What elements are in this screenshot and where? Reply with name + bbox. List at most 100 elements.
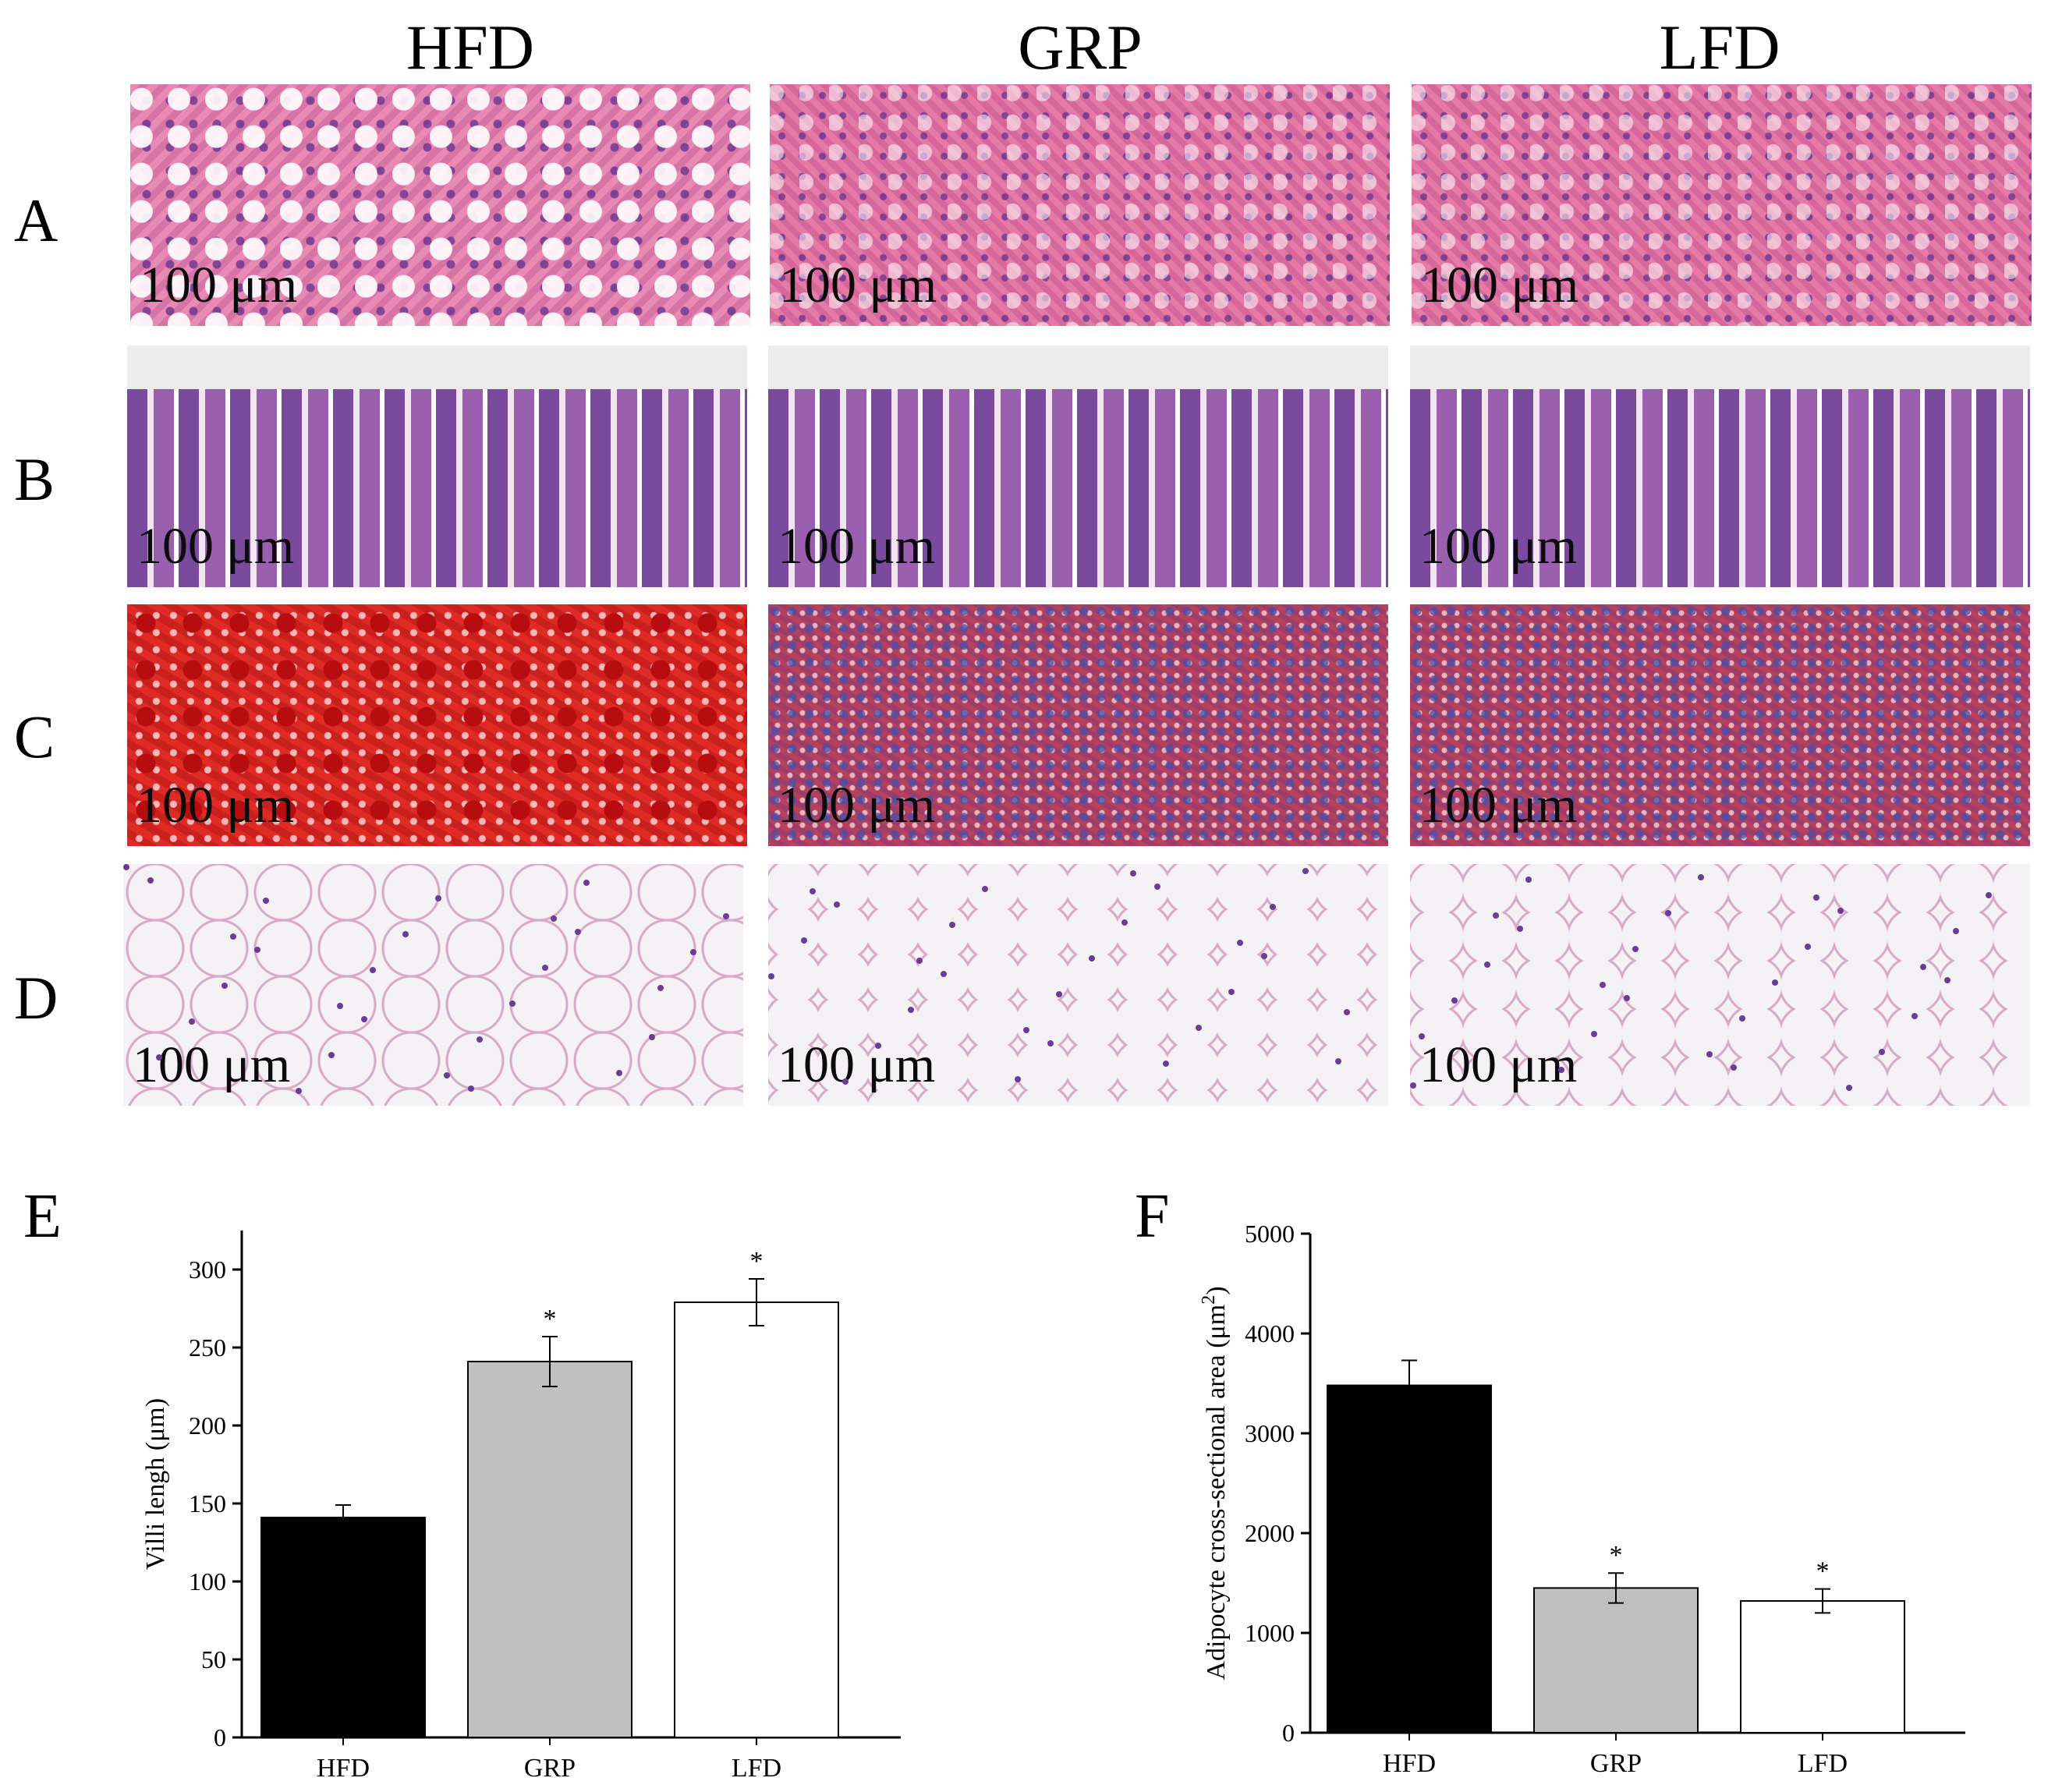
x-tick-label: LFD <box>732 1754 781 1783</box>
nucleus-dot <box>1089 955 1095 962</box>
y-tick-label: 150 <box>189 1489 226 1518</box>
nucleus-dot <box>1665 910 1671 916</box>
row-label-c: C <box>14 703 55 770</box>
scale-bar-label: 100 μm <box>133 1036 291 1093</box>
nucleus-dot <box>1944 977 1950 983</box>
micrograph-a-lfd: 100 μm <box>1412 84 2032 326</box>
nucleus-dot <box>156 1054 162 1061</box>
nucleus-dot <box>1772 979 1778 986</box>
nucleus-dot <box>690 949 696 955</box>
nucleus-dot <box>551 915 557 922</box>
nucleus-dot <box>1813 894 1819 901</box>
nucleus-dot <box>810 888 816 894</box>
nucleus-dot <box>1163 1061 1169 1067</box>
nucleus-dot <box>657 985 664 991</box>
nucleus-dot <box>723 913 729 919</box>
y-axis-label: Adipocyte cross-sectional area (μm2) <box>1199 1286 1231 1680</box>
y-tick-label: 50 <box>201 1645 226 1673</box>
nucleus-dot <box>842 1078 849 1085</box>
nucleus-dot <box>1270 904 1276 910</box>
scale-bar-label: 100 μm <box>136 518 295 575</box>
nucleus-dot <box>1953 928 1959 934</box>
micrograph-b-grp: 100 μm <box>768 345 1388 587</box>
y-tick-label: 0 <box>1282 1719 1295 1747</box>
nucleus-dot <box>1591 1031 1597 1037</box>
nucleus-dot <box>1986 892 1992 898</box>
nucleus-dot <box>801 937 807 944</box>
nucleus-dot <box>1335 1058 1341 1064</box>
nucleus-dot <box>1698 874 1704 880</box>
nucleus-dot <box>147 877 154 884</box>
nucleus-dot <box>254 947 260 953</box>
nucleus-dot <box>834 901 840 908</box>
nucleus-dot <box>575 929 581 935</box>
y-tick-label: 4000 <box>1245 1319 1295 1348</box>
significance-marker: * <box>1816 1557 1830 1586</box>
nucleus-dot <box>296 1088 302 1094</box>
nucleus-dot <box>1912 1013 1918 1019</box>
y-label-text: ) <box>1202 1286 1231 1294</box>
row-label-b: B <box>14 445 55 513</box>
nucleus-dot <box>1632 946 1639 952</box>
nucleus-dot <box>1410 1082 1416 1089</box>
nucleus-dot <box>402 931 409 937</box>
chart-villi-length: 0 50 100 150 200 250 300 Villi lengh (μm) HFD * GR… <box>141 1231 901 1783</box>
nucleus-dot <box>949 922 955 928</box>
micrograph-c-hfd: 100 μm <box>127 604 747 846</box>
row-label-d: D <box>14 964 58 1032</box>
nucleus-dot <box>616 1070 622 1076</box>
y-axis-label: Villi lengh (μm) <box>141 1398 170 1570</box>
superscript: 2 <box>1199 1295 1219 1305</box>
nucleus-dot <box>370 967 376 973</box>
scale-bar-label: 100 μm <box>778 1036 936 1093</box>
nucleus-dot <box>542 965 548 971</box>
micrograph-d-grp: 100 μm <box>768 864 1388 1106</box>
nucleus-dot <box>1228 989 1235 995</box>
scale-bar-label: 100 μm <box>1421 257 1579 313</box>
y-tick-label: 100 <box>189 1567 226 1595</box>
scale-bar-label: 100 μm <box>140 257 298 313</box>
micrograph-d-lfd: 100 μm <box>1410 864 2030 1106</box>
nucleus-dot <box>1302 868 1309 874</box>
nucleus-dot <box>509 1000 516 1007</box>
row-label-a: A <box>14 186 58 254</box>
x-tick-label: LFD <box>1798 1749 1848 1778</box>
y-tick-label: 2000 <box>1245 1519 1295 1547</box>
nucleus-dot <box>908 1007 914 1013</box>
nucleus-dot <box>916 958 923 964</box>
column-title-lfd: LFD <box>1659 12 1780 83</box>
nucleus-dot <box>768 973 774 979</box>
nucleus-dot <box>1196 1025 1202 1031</box>
nucleus-dot <box>941 971 947 977</box>
plot-area: 0 50 100 150 200 250 300 Villi lengh (μm) HFD * GR… <box>141 1231 901 1783</box>
nucleus-dot <box>1047 1040 1054 1047</box>
nucleus-dot <box>468 1085 474 1092</box>
nucleus-dot <box>435 895 441 901</box>
nucleus-dot <box>1154 884 1160 890</box>
nucleus-dot <box>444 1072 450 1078</box>
nucleus-dot <box>1261 953 1267 959</box>
significance-marker: * <box>544 1305 557 1333</box>
column-title-hfd: HFD <box>406 12 535 83</box>
x-tick-label: GRP <box>524 1754 576 1783</box>
y-tick-label: 300 <box>189 1255 226 1284</box>
nucleus-dot <box>263 898 269 904</box>
nucleus-dot <box>328 1052 335 1058</box>
y-tick-label: 0 <box>214 1723 226 1751</box>
nucleus-dot <box>1484 962 1490 968</box>
micrograph-c-grp: 100 μm <box>768 604 1388 846</box>
nucleus-dot <box>1517 926 1523 932</box>
nucleus-dot <box>123 864 129 870</box>
column-title-grp: GRP <box>1018 12 1143 83</box>
nucleus-dot <box>230 933 236 940</box>
scale-bar-label: 100 μm <box>1419 1036 1578 1093</box>
nucleus-dot <box>1056 991 1062 997</box>
panel-label-e: E <box>23 1182 62 1251</box>
nucleus-dot <box>1015 1076 1021 1082</box>
nucleus-dot <box>1344 1009 1350 1015</box>
plot-area: 0 1000 2000 3000 4000 5000 Adipocyte cross-sec… <box>1199 1220 1965 1778</box>
nucleus-dot <box>1706 1051 1713 1057</box>
bar-hfd <box>1327 1384 1492 1734</box>
nucleus-dot <box>583 880 590 886</box>
nucleus-dot <box>221 983 228 989</box>
